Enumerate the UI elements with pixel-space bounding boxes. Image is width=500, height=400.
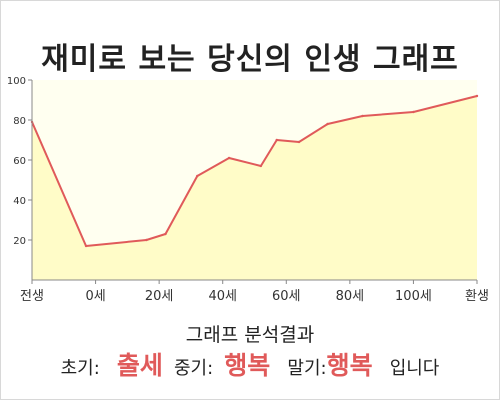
data-point	[145, 238, 148, 242]
x-tick-label: 전생	[20, 289, 44, 304]
data-point	[475, 94, 479, 98]
result-line: 초기: 출세 중기: 행복 말기:행복 입니다	[0, 346, 500, 382]
data-point	[361, 114, 364, 118]
y-tick-label: 20	[13, 236, 26, 247]
data-point	[227, 156, 231, 160]
data-point	[412, 110, 415, 114]
result-heading: 그래프 분석결과	[185, 324, 315, 346]
x-tick-label: 20세	[145, 289, 174, 304]
data-point	[275, 138, 278, 142]
x-tick-label: 100세	[395, 289, 432, 304]
x-tick-label: 환생	[465, 289, 489, 304]
data-point	[164, 232, 167, 236]
middle-label: 중기:	[174, 358, 214, 379]
x-tick-label: 40세	[208, 289, 237, 304]
life-area-fill	[32, 96, 477, 280]
late-value: 행복	[326, 351, 373, 380]
early-label: 초기:	[60, 358, 100, 379]
suffix-text: 입니다	[389, 358, 440, 379]
x-tick-label: 0세	[85, 289, 105, 304]
data-point	[84, 244, 88, 248]
x-tick-label: 80세	[336, 289, 365, 304]
data-point	[297, 140, 301, 144]
data-point	[259, 164, 263, 168]
middle-value: 행복	[224, 351, 271, 380]
data-point	[326, 122, 329, 126]
y-tick-label: 40	[13, 196, 26, 207]
x-tick-label: 60세	[272, 289, 301, 304]
late-label: 말기:	[287, 358, 327, 379]
data-point	[196, 174, 199, 178]
y-tick-label: 80	[13, 116, 26, 127]
early-value: 출세	[116, 351, 163, 380]
chart-title: 재미로 보는 당신의 인생 그래프	[41, 42, 459, 77]
y-tick-label: 100	[7, 76, 26, 87]
y-tick-label: 60	[13, 156, 26, 167]
